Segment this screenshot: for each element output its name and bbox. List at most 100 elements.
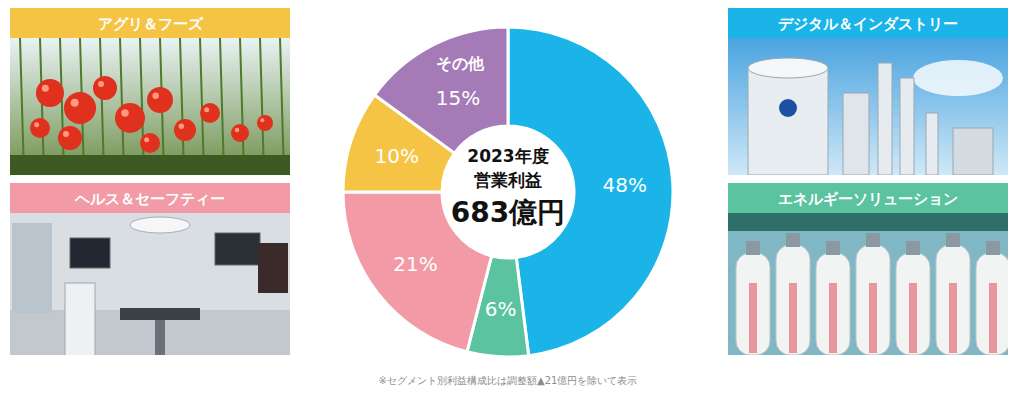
tomato — [231, 124, 249, 142]
highlight — [121, 109, 129, 117]
photo-bg — [728, 213, 1008, 355]
legend-panel: ヘルス＆セーフティー — [10, 183, 290, 363]
chart-canvas: 48% 6% 21% 10% 15% その他 2023年度営業利益 683億円 ※セグメント別利… — [0, 0, 1017, 397]
valve — [946, 233, 960, 247]
tank — [748, 68, 828, 175]
legend-label: エネルギーソリューション — [778, 190, 958, 208]
cylinder — [856, 245, 890, 355]
tomato — [115, 103, 145, 133]
tomato — [30, 118, 50, 138]
cylinder-label — [989, 283, 997, 353]
tomato — [93, 76, 117, 100]
ground — [10, 155, 290, 175]
legend-swatch — [10, 8, 290, 38]
highlight — [179, 124, 185, 130]
photo-bg — [10, 213, 290, 355]
cart — [65, 283, 95, 355]
photo — [10, 38, 290, 175]
cloud — [913, 60, 1003, 96]
stem — [60, 38, 64, 175]
data-label: 15% — [436, 86, 480, 110]
cylinder-label — [909, 283, 917, 353]
legend-panel: エネルギーソリューション — [728, 183, 1010, 355]
cylinder-label — [869, 283, 877, 353]
column — [926, 113, 938, 175]
highlight — [42, 85, 49, 92]
data-label: 10% — [374, 144, 418, 168]
tomato — [174, 119, 196, 141]
stem — [280, 38, 284, 175]
highlight — [71, 99, 79, 107]
cylinder-label — [789, 283, 797, 353]
tomato — [140, 133, 160, 153]
cylinder-label — [749, 283, 757, 353]
stem — [260, 38, 264, 175]
stem — [40, 38, 44, 175]
cylinder — [936, 245, 970, 355]
highlight — [260, 118, 264, 122]
highlight — [98, 81, 104, 87]
stem — [140, 38, 144, 175]
donut-hole — [444, 128, 573, 257]
footnote: ※セグメント別利益構成比は調整額▲21億円を除いて表示 — [379, 375, 638, 386]
cylinder-label — [949, 283, 957, 353]
monitor — [70, 238, 110, 268]
cylinder — [816, 253, 850, 355]
legend-swatch — [728, 183, 1008, 213]
column — [878, 63, 892, 175]
legend-label: アグリ＆フーズ — [98, 15, 204, 33]
rack — [728, 213, 1008, 231]
valve — [826, 241, 840, 255]
slices — [343, 27, 673, 357]
center-title: 2023年度 — [467, 146, 548, 166]
monitor — [258, 243, 288, 293]
legend-panel: デジタル＆インダストリー — [728, 8, 1008, 175]
tomato — [147, 87, 173, 113]
legend-panel: アグリ＆フーズ — [10, 8, 290, 175]
slice-labels: 48% 6% 21% 10% 15% その他 — [374, 54, 646, 321]
data-label: 6% — [485, 297, 517, 321]
cabinet — [12, 223, 52, 313]
tank — [843, 93, 869, 175]
stem — [180, 38, 184, 175]
stem — [100, 38, 104, 175]
valve — [866, 233, 880, 247]
tank-top — [748, 58, 828, 78]
tomato — [64, 92, 96, 124]
highlight — [152, 92, 159, 99]
tomato — [36, 79, 64, 107]
highlight — [235, 128, 240, 133]
highlight — [63, 131, 69, 137]
photo-bg — [10, 38, 290, 175]
building — [953, 128, 993, 175]
lamp — [130, 217, 190, 233]
center-subtitle: 営業利益 — [474, 170, 542, 190]
cylinder — [776, 245, 810, 355]
data-label: 48% — [603, 173, 647, 197]
valve — [746, 241, 760, 255]
tomato — [200, 103, 220, 123]
table — [120, 308, 200, 320]
photo — [728, 38, 1008, 175]
legend-label: デジタル＆インダストリー — [778, 15, 958, 33]
tomato — [58, 126, 82, 150]
center-total: 683億円 — [451, 196, 565, 229]
stem — [240, 38, 244, 175]
cylinder-label — [829, 283, 837, 353]
cylinder — [976, 253, 1008, 355]
legend-label: ヘルス＆セーフティー — [74, 190, 225, 208]
photo — [10, 213, 290, 355]
logo — [779, 99, 797, 117]
stem — [220, 38, 224, 175]
photo — [728, 213, 1008, 355]
highlight — [144, 137, 149, 142]
column — [900, 78, 914, 175]
stem — [20, 38, 24, 175]
monitor — [215, 233, 260, 265]
data-label: 21% — [393, 252, 437, 276]
slice-name: その他 — [436, 54, 485, 73]
cylinder — [896, 253, 930, 355]
valve — [986, 241, 1000, 255]
highlight — [34, 122, 39, 127]
legend-swatch — [728, 8, 1008, 38]
